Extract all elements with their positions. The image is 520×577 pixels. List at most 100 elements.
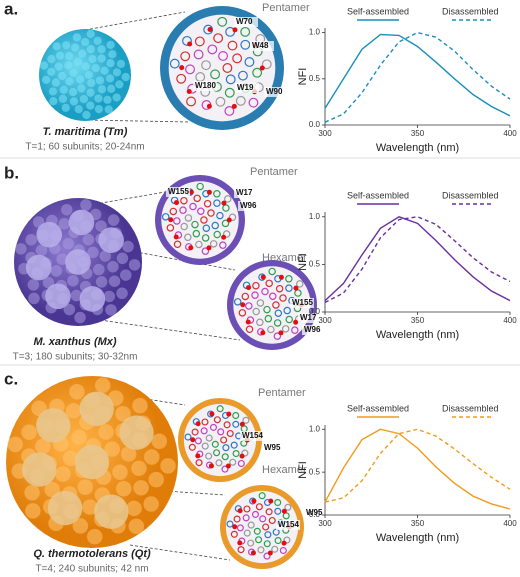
capsid-subunit [63,303,76,316]
residue-label: W17 [236,188,253,197]
protein-chain [259,515,267,523]
protein-chain [230,530,238,538]
protein-chain [268,516,276,525]
protein-chain [253,527,261,535]
protein-chain [263,552,271,560]
capsid-subunit [115,406,131,422]
capsid-subunit [51,78,60,87]
protein-chain [169,207,178,216]
capsid-subunit [21,424,37,440]
protein-chain [215,96,226,107]
protein-chain [272,301,280,309]
y-tick-label: 0.5 [309,74,321,83]
capsid-subunit [65,77,74,86]
protein-chain [166,224,175,232]
protein-chain [184,214,193,222]
tryptophan [232,27,238,33]
series-line [324,33,511,117]
tryptophan [206,245,212,251]
x-tick-label: 350 [411,316,425,325]
capsid-subunit [67,274,79,287]
legend-label: Self-assembled [347,6,409,16]
tryptophan [206,189,212,195]
capsid-subunit [91,63,100,73]
tryptophan [190,437,196,443]
capsid-subunit [103,95,112,104]
tryptophan [208,463,214,469]
residue-bg [234,17,258,27]
capsid-subunit [48,87,58,96]
residue-label: W96 [304,325,321,334]
protein-chain [202,224,211,232]
protein-chain [242,416,250,424]
residue-bg [238,201,262,211]
residue-bg [166,187,190,197]
protein-chain [225,74,236,85]
tryptophan [240,302,246,308]
capsid-subunit [121,72,130,82]
residue-label: W96 [240,201,257,210]
x-axis-label: Wavelength (nm) [376,532,459,544]
capsomer [47,490,83,526]
y-tick-label: 0.5 [309,467,321,476]
tryptophan [293,319,299,325]
y-tick-label: 1.0 [309,424,321,433]
protein-chain [220,436,228,444]
protein-chain [213,230,221,239]
capsid-subunit [58,218,71,230]
capsid-subunit [94,94,103,103]
protein-chain [193,194,201,203]
residue-label: W19 [237,83,254,92]
capsid-subunit [128,518,145,535]
capsid-subunit [82,110,91,120]
residue-bg [250,41,274,51]
y-tick-label: 0.5 [309,259,321,268]
protein-chain [179,206,187,214]
protein-chain [210,69,221,80]
protein-chain [201,418,209,426]
details: T=1; 60 subunits; 20-24nm [25,142,144,153]
protein-chain [184,233,192,242]
capsid-subunit [104,105,113,114]
capsid-subunit [143,496,159,512]
capsid-subunit [75,75,85,84]
protein-chain [237,459,245,468]
capsid-subunit [61,103,70,112]
capsid-subunit [49,97,58,106]
capsid-subunit [73,57,83,66]
capsid-subunit [93,36,102,45]
legend-label: Self-assembled [347,403,409,413]
capsid-subunit [100,66,109,75]
capsid-subunit [104,441,120,457]
protein-chain [201,247,210,255]
protein-chain [217,428,225,436]
capsid-subunit [95,76,105,85]
capsid-subunit [82,499,98,515]
residue-bg [193,81,217,91]
series-line [324,428,511,510]
protein-chain [232,412,240,420]
residue-label: W90 [266,87,283,96]
tryptophan [260,274,266,280]
capsid-subunit [105,74,115,83]
protein-chain [232,53,243,64]
tryptophan [226,411,232,417]
protein-chain [247,539,255,547]
protein-chain [232,420,240,428]
protein-chain [173,217,181,225]
residue-bg [298,313,322,323]
protein-chain [252,281,260,290]
capsid-subunit [68,87,78,97]
protein-chain [256,299,265,307]
legend-label: Disassembled [442,403,499,413]
protein-chain [229,458,237,466]
connector [129,544,231,561]
protein-chain [205,434,213,442]
protein-chain [251,291,259,299]
panel-label: a. [4,0,18,18]
protein-chain [221,453,229,461]
y-tick-label: 1.0 [309,28,321,37]
y-axis-label: NFI [297,253,309,271]
protein-chain [274,507,282,515]
